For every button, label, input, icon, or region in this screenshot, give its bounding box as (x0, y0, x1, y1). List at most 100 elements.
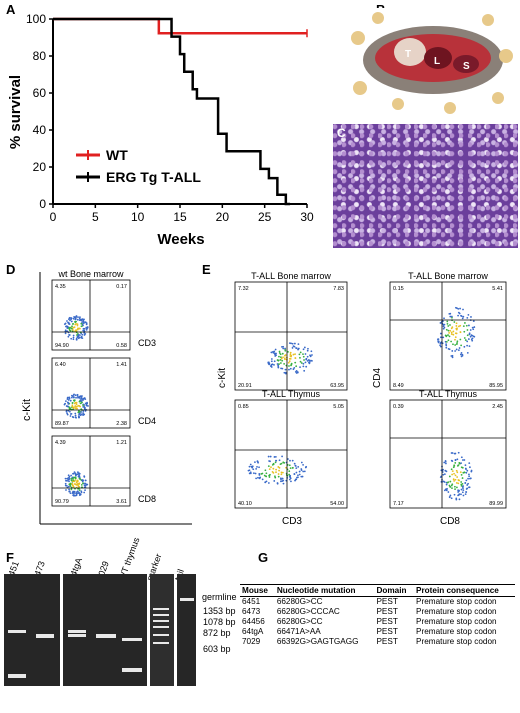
thymus-label: T (405, 49, 411, 60)
event-dot (308, 361, 310, 364)
event-dot (78, 413, 80, 416)
event-dot (72, 334, 75, 337)
event-dot (448, 496, 451, 499)
event-dot (455, 325, 458, 327)
event-dot (462, 487, 464, 490)
event-dot (460, 352, 463, 354)
event-dot (462, 459, 464, 461)
event-dot (467, 338, 470, 340)
event-dot (87, 405, 89, 407)
event-dot (450, 497, 453, 500)
event-dot (80, 483, 83, 486)
event-dot (274, 355, 277, 357)
event-dot (64, 332, 67, 335)
band (153, 626, 169, 628)
event-dot (75, 492, 78, 495)
event-dot (68, 410, 71, 413)
event-dot (281, 480, 284, 483)
quadrant-ul: 4.39 (55, 440, 66, 446)
panel-label-g: G (258, 550, 269, 565)
event-dot (442, 473, 445, 476)
event-dot (448, 335, 451, 338)
event-dot (463, 330, 466, 333)
event-dot (298, 353, 301, 356)
panel-label-e: E (202, 262, 211, 277)
event-dot (74, 473, 77, 476)
event-dot (451, 354, 454, 357)
event-dot (69, 326, 71, 329)
event-dot (283, 371, 286, 374)
event-dot (454, 336, 457, 339)
scatter-dots (436, 306, 476, 359)
event-dot (281, 455, 283, 458)
event-dot (465, 471, 468, 474)
event-dot (445, 483, 448, 486)
event-dot (292, 345, 295, 347)
event-dot (452, 330, 455, 333)
event-dot (72, 336, 75, 339)
event-dot (448, 312, 451, 315)
col-header-mutation: Nucleotide mutation (274, 584, 375, 597)
cell-mouse: 6451 (242, 597, 261, 606)
scatter-dots (439, 451, 473, 501)
event-dot (67, 485, 70, 488)
event-dot (256, 460, 259, 463)
event-dot (74, 405, 77, 407)
event-dot (457, 491, 460, 493)
y-tick-label: 80 (33, 49, 47, 63)
event-dot (463, 471, 466, 474)
event-dot (457, 451, 460, 454)
event-dot (462, 489, 465, 492)
event-dot (275, 468, 277, 471)
event-dot (467, 477, 469, 480)
table-row: 64tgA 66471A>AA PEST Premature stop codo… (240, 627, 515, 637)
event-dot (76, 324, 79, 327)
event-dot (67, 402, 70, 405)
event-dot (75, 338, 78, 341)
event-dot (83, 397, 86, 400)
band (8, 674, 26, 678)
y-tick-label: 20 (33, 160, 47, 174)
event-dot (465, 479, 468, 482)
cell-mutation: 66280G>CCCAC (276, 607, 340, 616)
event-dot (74, 414, 77, 417)
event-dot (455, 497, 458, 500)
event-dot (277, 473, 280, 475)
event-dot (288, 368, 290, 371)
event-dot (72, 472, 74, 475)
event-dot (270, 366, 273, 368)
event-dot (84, 479, 87, 482)
event-dot (466, 351, 469, 354)
event-dot (72, 338, 75, 341)
cell-mouse: 64tgA (242, 627, 264, 636)
event-dot (464, 322, 466, 324)
event-dot (460, 485, 463, 487)
event-dot (442, 468, 444, 471)
event-dot (270, 466, 272, 469)
event-dot (261, 478, 264, 481)
event-dot (461, 491, 464, 494)
event-dot (83, 491, 86, 494)
event-dot (293, 462, 296, 465)
event-dot (302, 365, 305, 368)
event-dot (269, 455, 272, 458)
event-dot (467, 313, 470, 316)
event-dot (290, 355, 292, 358)
event-dot (284, 349, 287, 352)
event-dot (459, 353, 462, 356)
event-dot (470, 316, 472, 318)
event-dot (72, 396, 75, 398)
event-dot (64, 402, 66, 405)
event-dot (74, 483, 76, 485)
event-dot (298, 470, 301, 473)
event-dot (292, 368, 295, 371)
event-dot (77, 396, 79, 399)
event-dot (84, 333, 87, 335)
event-dot (80, 336, 83, 339)
event-dot (447, 339, 450, 342)
event-dot (77, 316, 79, 319)
event-dot (445, 344, 448, 347)
event-dot (277, 359, 280, 362)
event-dot (453, 480, 455, 482)
event-dot (442, 327, 445, 330)
